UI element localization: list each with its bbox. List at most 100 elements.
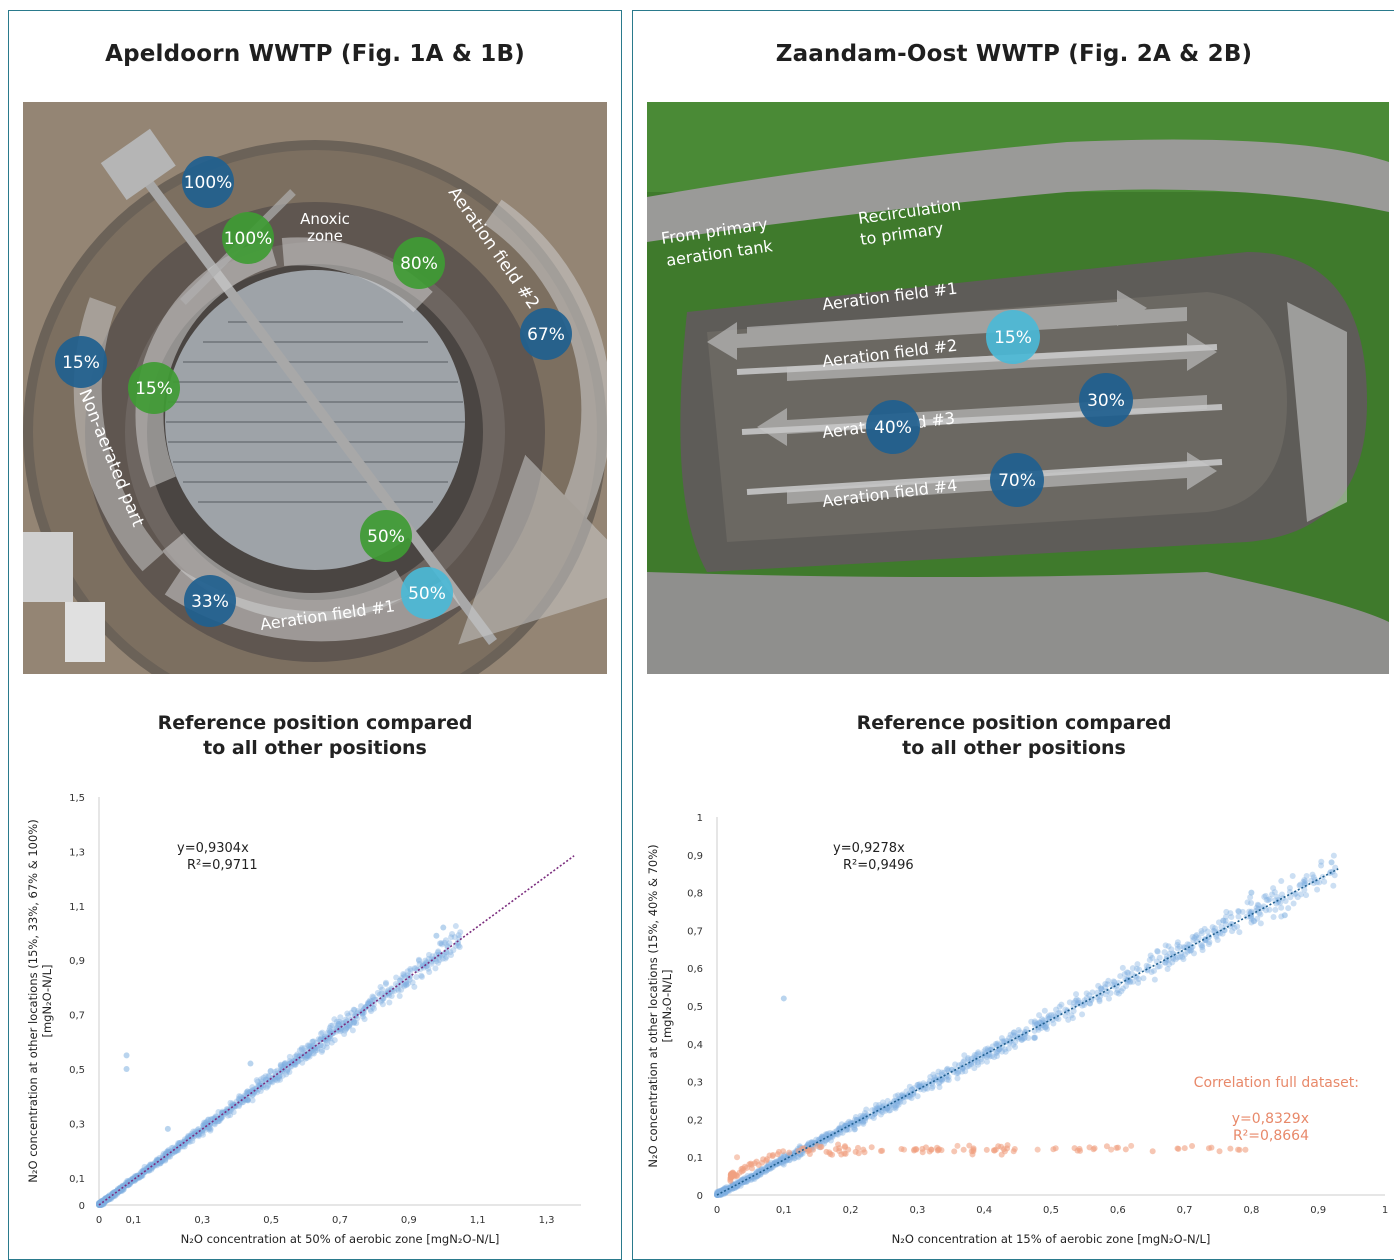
data-point	[983, 1058, 990, 1065]
data-point	[827, 1151, 834, 1158]
data-point	[232, 1103, 239, 1110]
data-point	[935, 1080, 942, 1087]
data-point	[1035, 1026, 1042, 1033]
svg-text:100%: 100%	[184, 173, 233, 193]
data-point	[1215, 919, 1222, 926]
data-point	[970, 1146, 977, 1153]
data-point	[333, 1018, 340, 1025]
data-point	[1103, 1143, 1110, 1150]
data-point	[876, 1101, 883, 1108]
data-point	[119, 1185, 126, 1192]
marker-40-blue: 40%	[866, 400, 920, 454]
data-point	[750, 1175, 757, 1182]
data-point	[714, 1190, 721, 1197]
data-point	[884, 1105, 891, 1112]
data-point	[857, 1112, 864, 1119]
data-point	[162, 1151, 169, 1158]
data-point	[1174, 941, 1181, 948]
data-point	[827, 1134, 834, 1141]
data-point	[1107, 990, 1114, 997]
data-point	[216, 1117, 223, 1124]
data-point	[201, 1120, 208, 1127]
data-point	[1023, 1026, 1030, 1033]
data-point	[201, 1119, 208, 1126]
data-point	[860, 1120, 867, 1127]
data-point	[1254, 901, 1261, 908]
data-point	[955, 1062, 962, 1069]
data-point	[320, 1043, 327, 1050]
data-point	[732, 1183, 739, 1190]
data-point	[309, 1049, 316, 1056]
data-point	[242, 1093, 249, 1100]
data-point	[178, 1139, 185, 1146]
data-point	[916, 1081, 923, 1088]
data-point	[1070, 1007, 1077, 1014]
data-point	[731, 1184, 738, 1191]
data-point	[173, 1145, 180, 1152]
data-point	[1202, 937, 1209, 944]
data-point	[817, 1135, 824, 1142]
data-point	[135, 1174, 142, 1181]
data-point	[909, 1086, 916, 1093]
data-point	[454, 940, 461, 947]
data-point	[1313, 879, 1320, 886]
data-point	[366, 997, 373, 1004]
data-point	[1174, 939, 1181, 946]
data-point	[853, 1116, 860, 1123]
data-point	[447, 949, 454, 956]
data-point	[113, 1188, 120, 1195]
data-point	[167, 1153, 174, 1160]
data-point	[333, 1028, 340, 1035]
data-point	[1247, 894, 1254, 901]
data-point	[118, 1188, 125, 1195]
data-point	[1181, 951, 1188, 958]
data-point	[305, 1052, 312, 1059]
data-point	[1161, 949, 1168, 956]
data-point	[827, 1137, 834, 1144]
data-point	[132, 1173, 139, 1180]
data-point	[945, 1067, 952, 1074]
data-point	[714, 1191, 721, 1198]
data-point	[1018, 1037, 1025, 1044]
data-point	[1242, 1146, 1249, 1153]
data-point	[276, 1074, 283, 1081]
data-point	[120, 1185, 127, 1192]
y-tick-label: 0,9	[69, 956, 85, 967]
data-point	[753, 1168, 760, 1175]
data-point	[200, 1122, 207, 1129]
data-point	[1192, 933, 1199, 940]
data-point	[1265, 897, 1272, 904]
svg-text:30%: 30%	[1087, 391, 1125, 411]
data-point	[1010, 1032, 1017, 1039]
data-point	[242, 1095, 249, 1102]
data-point	[928, 1085, 935, 1092]
data-point	[407, 965, 414, 972]
data-point	[1118, 988, 1125, 995]
data-point	[377, 984, 384, 991]
data-point	[851, 1124, 858, 1131]
data-point	[116, 1184, 123, 1191]
data-point	[766, 1152, 773, 1159]
data-point	[790, 1155, 797, 1162]
data-point	[824, 1136, 831, 1143]
panel-title: Zaandam-Oost WWTP (Fig. 2A & 2B)	[775, 41, 1253, 67]
data-point	[891, 1102, 898, 1109]
data-point	[1011, 1146, 1018, 1153]
data-point	[1254, 915, 1261, 922]
data-point	[303, 1054, 310, 1061]
data-point	[287, 1059, 294, 1066]
data-point	[1223, 908, 1230, 915]
data-point	[1006, 1034, 1013, 1041]
data-point	[341, 1031, 348, 1038]
data-point	[429, 953, 436, 960]
data-point	[1310, 874, 1317, 881]
data-point	[155, 1156, 162, 1163]
data-point	[416, 961, 423, 968]
data-point	[1212, 925, 1219, 932]
data-point	[345, 1012, 352, 1019]
data-point	[388, 993, 395, 1000]
data-point	[98, 1201, 105, 1208]
data-point	[1077, 1147, 1084, 1154]
data-point	[930, 1077, 937, 1084]
data-point	[768, 1164, 775, 1171]
